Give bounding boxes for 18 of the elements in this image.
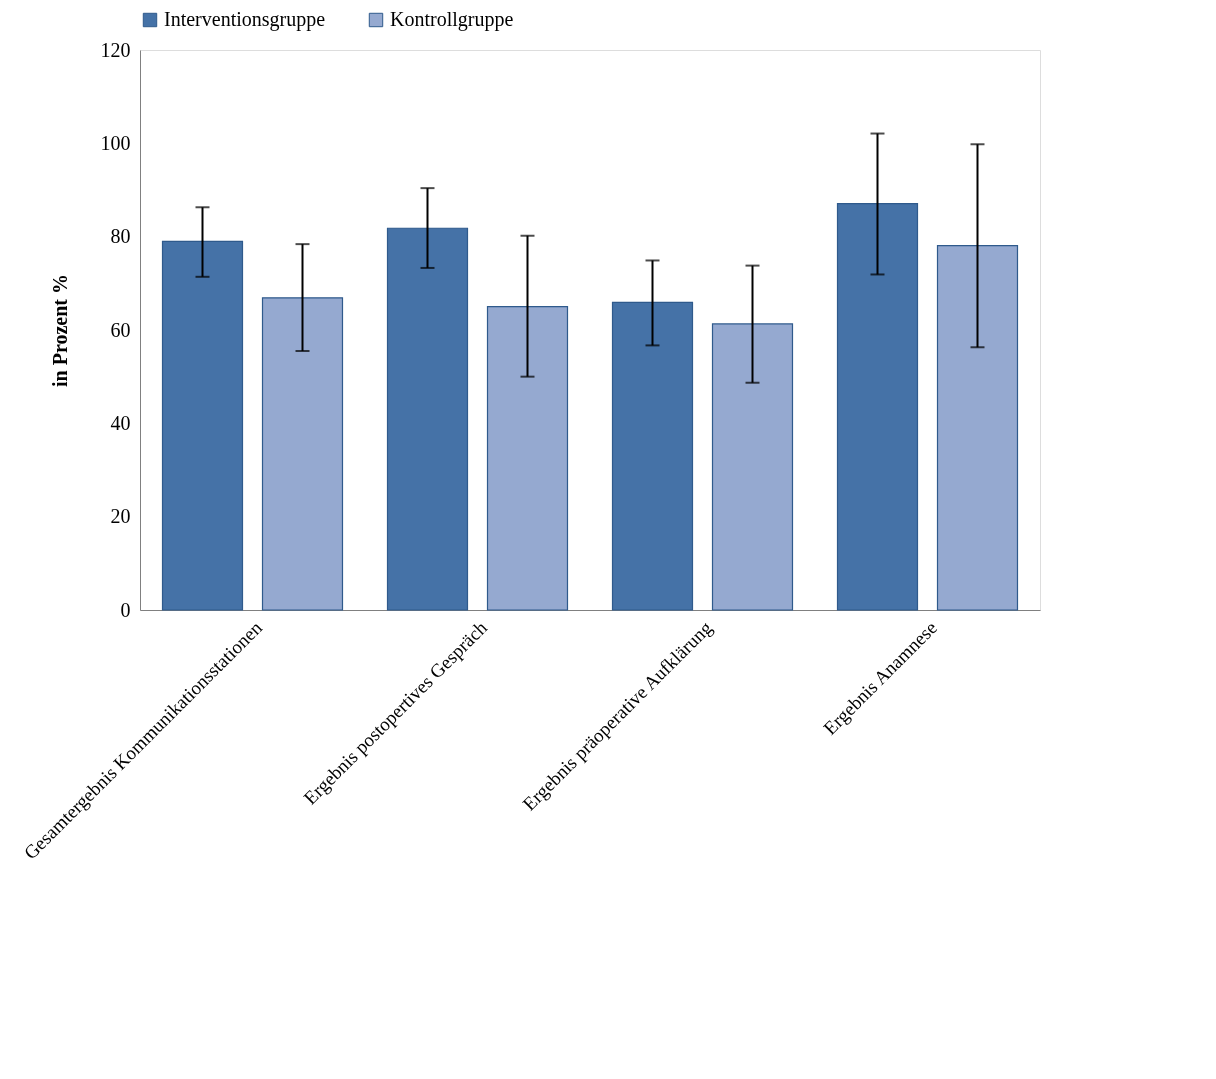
bar: [261, 297, 344, 611]
bar: [936, 244, 1019, 611]
y-tick-label: 40: [110, 411, 131, 434]
y-tick-label: 80: [110, 225, 131, 248]
legend-label: Kontrollgruppe: [390, 8, 514, 31]
legend-label: Interventionsgruppe: [164, 8, 326, 31]
y-tick-label: 60: [110, 318, 131, 341]
bar: [386, 227, 469, 611]
bar: [711, 323, 794, 611]
y-tick-label: 20: [110, 505, 131, 528]
bar: [836, 202, 919, 611]
y-axis-title: in Prozent %: [48, 274, 71, 387]
y-tick-label: 0: [120, 598, 131, 621]
bar: [161, 240, 244, 611]
y-tick-label: 120: [100, 38, 131, 61]
bar: [611, 301, 694, 611]
bar: [486, 306, 569, 611]
y-tick-label: 100: [100, 131, 131, 154]
